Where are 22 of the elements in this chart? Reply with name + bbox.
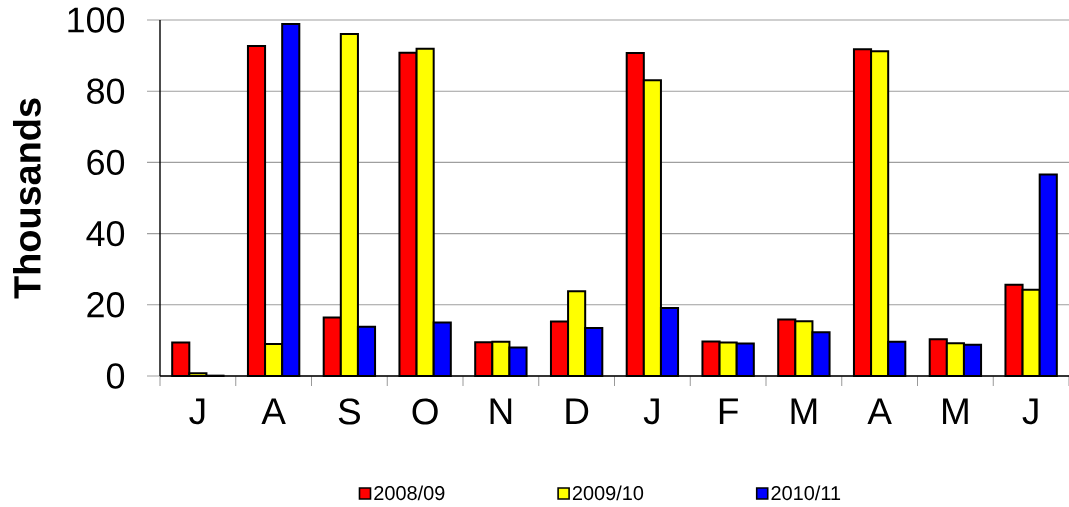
x-tick-label: N	[490, 398, 512, 424]
x-tick-label: M	[943, 398, 968, 424]
x-tick-label: A	[261, 398, 286, 424]
y-tick-label: 60	[87, 149, 125, 176]
x-tick-label: A	[867, 398, 892, 424]
legend-label: 2008/09	[374, 485, 445, 501]
x-tick-label: J	[643, 398, 659, 425]
x-tick-label: F	[719, 398, 738, 424]
x-tick-label: J	[1022, 398, 1038, 425]
y-tick-label: 20	[87, 292, 125, 318]
x-tick-label: M	[791, 398, 817, 424]
legend-label: 2009/10	[572, 485, 644, 501]
x-tick-label: O	[412, 398, 438, 425]
x-tick-label: J	[189, 398, 205, 425]
y-tick-label: 0	[106, 363, 125, 389]
y-tick-label: 40	[86, 220, 125, 247]
x-tick-label: D	[566, 398, 589, 424]
x-tick-label: S	[338, 398, 360, 425]
y-tick-label: 100	[68, 7, 125, 33]
legend-label: 2010/11	[771, 485, 841, 501]
y-tick-label: 80	[87, 78, 125, 104]
y-axis-title: Thousands	[12, 98, 41, 299]
